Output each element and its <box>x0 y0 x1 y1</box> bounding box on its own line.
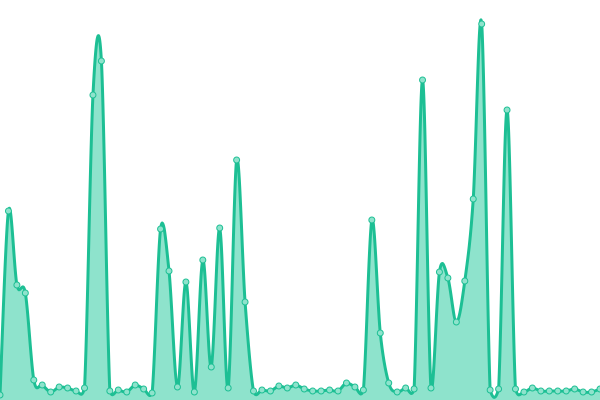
data-point <box>0 391 4 399</box>
data-point <box>123 388 131 396</box>
data-point <box>207 363 215 371</box>
data-point <box>562 387 570 395</box>
data-point <box>545 387 553 395</box>
data-point <box>199 256 207 264</box>
data-point <box>326 386 334 394</box>
data-point <box>81 384 89 392</box>
data-point <box>537 387 545 395</box>
data-point <box>292 381 300 389</box>
area-fill <box>0 19 600 400</box>
data-point <box>38 381 46 389</box>
data-point <box>554 387 562 395</box>
data-point <box>402 384 410 392</box>
data-point <box>131 381 139 389</box>
data-point <box>173 383 181 391</box>
data-point <box>410 385 418 393</box>
data-point <box>148 389 156 397</box>
data-point <box>114 386 122 394</box>
data-point <box>452 318 460 326</box>
data-point <box>427 384 435 392</box>
data-point <box>478 20 486 28</box>
data-point <box>266 387 274 395</box>
data-point <box>317 387 325 395</box>
data-point <box>97 57 105 65</box>
data-point <box>64 384 72 392</box>
data-point <box>419 76 427 84</box>
data-point <box>486 386 494 394</box>
data-point <box>588 388 596 396</box>
data-point <box>393 388 401 396</box>
data-point <box>47 388 55 396</box>
data-point <box>368 216 376 224</box>
data-point <box>190 388 198 396</box>
data-point <box>233 156 241 164</box>
data-point <box>520 388 528 396</box>
data-point <box>461 277 469 285</box>
data-point <box>224 384 232 392</box>
data-point <box>72 387 80 395</box>
data-point <box>469 195 477 203</box>
data-point <box>376 329 384 337</box>
data-point <box>511 385 519 393</box>
data-point <box>283 384 291 392</box>
data-point <box>106 387 114 395</box>
data-point <box>503 106 511 114</box>
data-point <box>21 289 29 297</box>
data-point <box>157 225 165 233</box>
data-point <box>275 382 283 390</box>
data-point <box>241 298 249 306</box>
data-point <box>300 385 308 393</box>
data-point <box>385 379 393 387</box>
data-point <box>250 387 258 395</box>
data-point <box>359 386 367 394</box>
data-point <box>140 385 148 393</box>
data-point <box>13 281 21 289</box>
data-point <box>495 385 503 393</box>
data-point <box>334 387 342 395</box>
data-point <box>435 268 443 276</box>
data-point <box>351 383 359 391</box>
data-point <box>258 386 266 394</box>
data-point <box>4 207 12 215</box>
data-point <box>444 274 452 282</box>
data-point <box>30 376 38 384</box>
data-point <box>165 267 173 275</box>
data-point <box>596 385 600 393</box>
data-point <box>89 91 97 99</box>
data-point <box>55 383 63 391</box>
data-point <box>309 387 317 395</box>
data-point <box>216 224 224 232</box>
data-point <box>342 379 350 387</box>
data-point <box>182 278 190 286</box>
data-point <box>528 384 536 392</box>
data-point <box>571 385 579 393</box>
data-point <box>579 388 587 396</box>
